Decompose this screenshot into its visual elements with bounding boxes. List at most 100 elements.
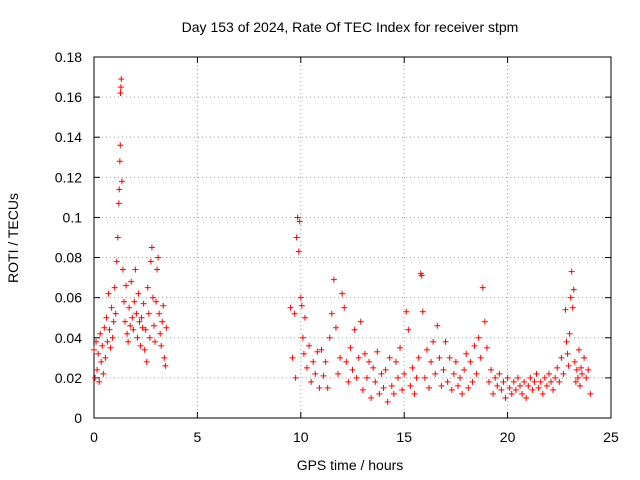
data-point (523, 394, 530, 401)
x-tick-label: 20 (500, 429, 516, 445)
data-point (376, 390, 383, 397)
data-point (504, 374, 511, 381)
data-point (563, 338, 570, 345)
data-point (118, 76, 125, 83)
data-point (149, 294, 156, 301)
y-tick-label: 0.04 (55, 330, 82, 346)
data-point (107, 344, 114, 351)
data-point (510, 378, 517, 385)
data-point (308, 378, 315, 385)
data-point (132, 266, 139, 273)
data-point (155, 254, 162, 261)
data-point (113, 258, 120, 265)
y-tick-label: 0 (74, 410, 82, 426)
data-point (457, 374, 464, 381)
data-point (299, 334, 306, 341)
data-point (527, 374, 534, 381)
data-point (537, 378, 544, 385)
data-point (581, 354, 588, 361)
data-point (397, 344, 404, 351)
data-point (492, 374, 499, 381)
data-point (130, 326, 137, 333)
data-point (145, 310, 152, 317)
data-point (129, 314, 136, 321)
data-point (430, 338, 437, 345)
data-point (99, 342, 106, 349)
data-point (148, 244, 155, 251)
data-point (541, 374, 548, 381)
data-point (140, 300, 147, 307)
data-point (141, 346, 148, 353)
data-point (465, 384, 472, 391)
x-tick-label: 25 (603, 429, 619, 445)
data-point (322, 358, 329, 365)
data-point (573, 366, 580, 373)
data-point (349, 366, 356, 373)
y-tick-label: 0.14 (55, 129, 82, 145)
data-point (126, 304, 133, 311)
data-point (312, 370, 319, 377)
y-tick-label: 0.02 (55, 370, 82, 386)
data-point (500, 378, 507, 385)
data-point (378, 370, 385, 377)
data-point (92, 374, 99, 381)
data-point (300, 350, 307, 357)
data-point (353, 374, 360, 381)
data-point (119, 266, 126, 273)
data-point (450, 370, 457, 377)
data-point (359, 386, 366, 393)
data-point (304, 364, 311, 371)
data-point (399, 386, 406, 393)
data-point (496, 370, 503, 377)
data-point (95, 350, 102, 357)
y-tick-label: 0.16 (55, 89, 82, 105)
data-point (157, 330, 164, 337)
data-point (147, 258, 154, 265)
data-point (418, 272, 425, 279)
data-point (380, 384, 387, 391)
data-point (357, 318, 364, 325)
y-tick-label: 0.08 (55, 250, 82, 266)
data-point (117, 84, 124, 91)
data-point (297, 294, 304, 301)
data-point (128, 278, 135, 285)
data-point (539, 390, 546, 397)
data-point (320, 372, 327, 379)
data-point (506, 384, 513, 391)
data-point (423, 346, 430, 353)
data-point (120, 298, 127, 305)
data-point (163, 324, 170, 331)
grid-lines (94, 57, 611, 418)
data-point (117, 90, 124, 97)
data-point (104, 338, 111, 345)
x-tick-label: 0 (90, 429, 98, 445)
data-point (583, 374, 590, 381)
data-point (488, 366, 495, 373)
data-point (293, 234, 300, 241)
data-point (109, 334, 116, 341)
data-point (294, 214, 301, 221)
data-point (310, 358, 317, 365)
data-point (324, 384, 331, 391)
data-point (150, 322, 157, 329)
data-point (525, 382, 532, 389)
data-point (521, 378, 528, 385)
data-point (475, 334, 482, 341)
data-point (287, 304, 294, 311)
data-point (562, 306, 569, 313)
data-point (345, 378, 352, 385)
axis-ticks: 0 5 10 15 20 25 0 0.02 0.04 0.06 0.08 0.1 0.12 0.14 0.… (55, 49, 619, 445)
data-point (434, 322, 441, 329)
plot-frame (93, 56, 612, 419)
data-point (306, 342, 313, 349)
data-point (138, 314, 145, 321)
x-tick-label: 15 (396, 429, 412, 445)
data-point (401, 370, 408, 377)
data-point (101, 324, 108, 331)
data-point (332, 324, 339, 331)
data-point (392, 358, 399, 365)
data-point (485, 378, 492, 385)
y-tick-label: 0.18 (55, 49, 82, 65)
data-point (158, 342, 165, 349)
data-point (403, 308, 410, 315)
